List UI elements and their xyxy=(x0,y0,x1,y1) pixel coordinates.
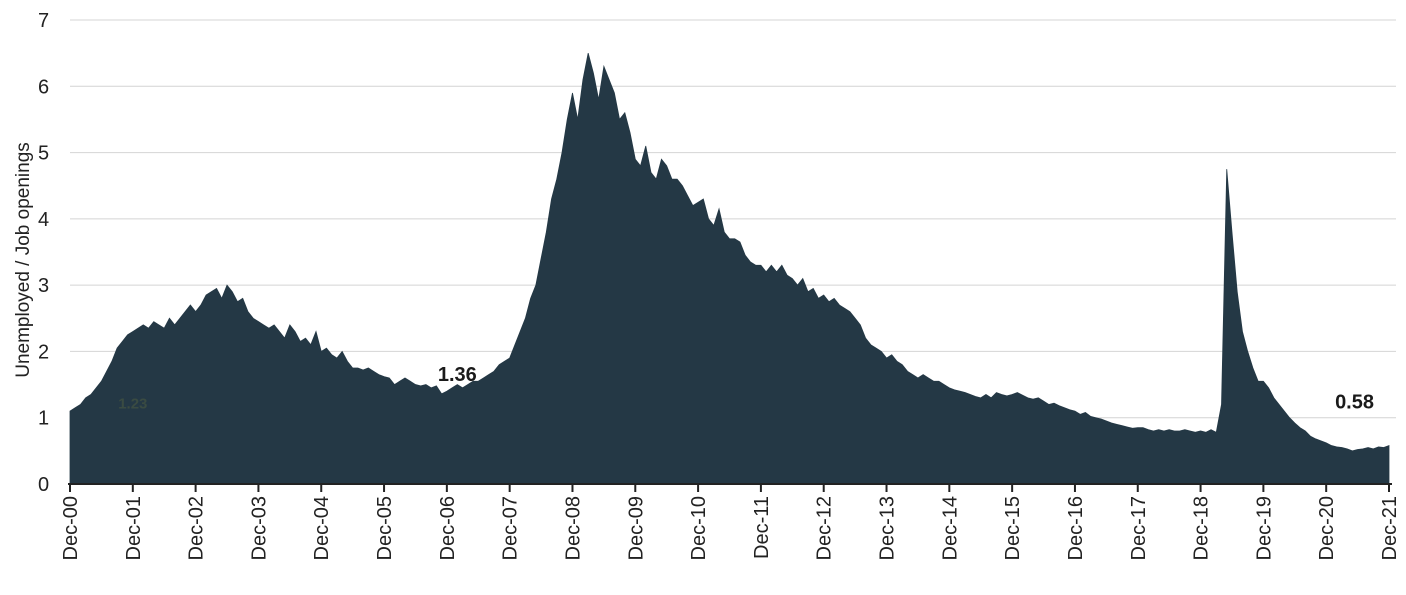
x-tick-label: Dec-03 xyxy=(248,496,270,560)
y-tick-label: 3 xyxy=(38,275,49,297)
x-tick-label: Dec-16 xyxy=(1065,496,1087,560)
annotation-label: 1.36 xyxy=(438,364,477,386)
annotations: 1.36 0.58 1.23 xyxy=(118,364,1374,414)
x-tick-label: Dec-08 xyxy=(562,496,584,560)
y-tick-label: 2 xyxy=(38,341,49,363)
x-tick-label: Dec-02 xyxy=(186,496,208,560)
x-tick-label: Dec-18 xyxy=(1191,496,1213,560)
x-tick-label: Dec-05 xyxy=(374,496,396,560)
x-tick-label: Dec-01 xyxy=(123,496,145,560)
area-fill xyxy=(69,53,1390,485)
y-tick-label: 1 xyxy=(38,408,49,430)
x-tick-label: Dec-19 xyxy=(1253,496,1275,560)
y-tick-label: 4 xyxy=(38,209,49,231)
annotation-label: 0.58 xyxy=(1335,392,1374,414)
x-tick-label: Dec-06 xyxy=(437,496,459,560)
y-tick-label: 5 xyxy=(38,143,49,165)
y-tick-label: 0 xyxy=(38,474,49,496)
y-tick-labels: 0 1 2 3 4 5 6 7 xyxy=(38,10,49,496)
x-tick-label: Dec-14 xyxy=(939,496,961,560)
x-tick-label: Dec-00 xyxy=(60,496,82,560)
x-tick-label: Dec-17 xyxy=(1128,496,1150,560)
x-tick-label: Dec-04 xyxy=(311,496,333,560)
x-tick-label: Dec-07 xyxy=(500,496,522,560)
x-tick-label: Dec-20 xyxy=(1316,496,1338,560)
x-tick-label: Dec-12 xyxy=(814,496,836,560)
x-tick-label: Dec-15 xyxy=(1002,496,1024,560)
y-tick-label: 7 xyxy=(38,10,49,32)
y-tick-label: 6 xyxy=(38,76,49,98)
x-tick-label: Dec-21 xyxy=(1379,496,1401,560)
x-tick-labels: Dec-00 Dec-01 Dec-02 Dec-03 Dec-04 Dec-05 Dec-… xyxy=(60,496,1401,560)
x-tick-label: Dec-13 xyxy=(877,496,899,560)
annotation-label: 1.23 xyxy=(118,395,147,412)
x-tick-label: Dec-09 xyxy=(625,496,647,560)
x-tick-label: Dec-11 xyxy=(751,496,773,559)
x-tick-label: Dec-10 xyxy=(688,496,710,560)
axes xyxy=(68,483,1392,492)
area-series xyxy=(69,53,1390,485)
y-axis-label: Unemployed / Job openings xyxy=(13,142,34,378)
